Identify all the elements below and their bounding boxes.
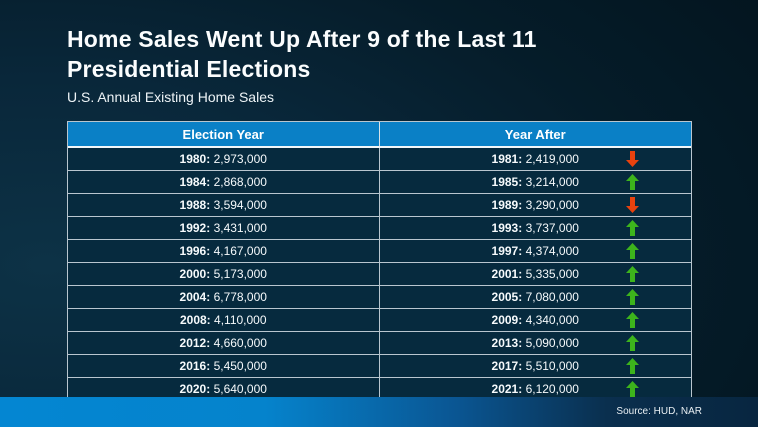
year-after-cell: 2013: 5,090,000 <box>380 332 692 354</box>
year-after-label: 2009: <box>491 313 523 327</box>
year-after-sales-value: 5,510,000 <box>522 359 579 373</box>
year-after-sales-value: 3,214,000 <box>522 175 579 189</box>
year-after-cell: 2001: 5,335,000 <box>380 263 692 285</box>
year-after-sales-value: 7,080,000 <box>522 290 579 304</box>
year-after-cell: 2017: 5,510,000 <box>380 355 692 377</box>
table-row: 2020: 5,640,000 2021: 6,120,000 <box>68 377 691 400</box>
election-year-sales-value: 3,594,000 <box>210 198 267 212</box>
footer-bar: Source: HUD, NAR <box>0 397 758 427</box>
table-body: 1980: 2,973,000 1981: 2,419,000 1984: 2,… <box>68 148 691 400</box>
election-year-sales-value: 3,431,000 <box>210 221 267 235</box>
year-after-label: 1989: <box>491 198 523 212</box>
up-arrow-icon <box>626 243 639 259</box>
page-title: Home Sales Went Up After 9 of the Last 1… <box>67 24 537 84</box>
election-year-sales-value: 2,973,000 <box>210 152 267 166</box>
election-year-label: 2004: <box>179 290 211 304</box>
election-year-label: 1984: <box>179 175 211 189</box>
year-after-sales-value: 6,120,000 <box>522 382 579 396</box>
year-after-cell: 2009: 4,340,000 <box>380 309 692 331</box>
up-arrow-icon <box>626 220 639 236</box>
page-title-line2: Presidential Elections <box>67 56 311 82</box>
year-after-sales-value: 3,290,000 <box>522 198 579 212</box>
election-year-cell: 2004: 6,778,000 <box>68 286 380 308</box>
year-after-label: 1997: <box>491 244 523 258</box>
election-year-cell: 2020: 5,640,000 <box>68 378 380 400</box>
up-arrow-icon <box>626 358 639 374</box>
election-year-sales-value: 4,110,000 <box>210 313 267 327</box>
year-after-cell: 2005: 7,080,000 <box>380 286 692 308</box>
election-year-cell: 1980: 2,973,000 <box>68 148 380 170</box>
election-year-sales-value: 4,167,000 <box>210 244 267 258</box>
home-sales-table: Election Year Year After 1980: 2,973,000… <box>67 121 692 401</box>
election-year-cell: 2000: 5,173,000 <box>68 263 380 285</box>
up-arrow-icon <box>626 289 639 305</box>
up-arrow-icon <box>626 381 639 397</box>
year-after-label: 1981: <box>491 152 523 166</box>
election-year-cell: 1996: 4,167,000 <box>68 240 380 262</box>
election-year-cell: 1992: 3,431,000 <box>68 217 380 239</box>
year-after-label: 2001: <box>491 267 523 281</box>
election-year-sales-value: 5,640,000 <box>210 382 267 396</box>
year-after-label: 2005: <box>491 290 523 304</box>
election-year-sales-value: 5,173,000 <box>210 267 267 281</box>
election-year-cell: 2012: 4,660,000 <box>68 332 380 354</box>
election-year-label: 1992: <box>179 221 211 235</box>
election-year-label: 2016: <box>179 359 211 373</box>
table-row: 2012: 4,660,000 2013: 5,090,000 <box>68 331 691 354</box>
election-year-label: 2012: <box>179 336 211 350</box>
column-header-election-year: Election Year <box>68 122 380 146</box>
year-after-cell: 1985: 3,214,000 <box>380 171 692 193</box>
year-after-sales-value: 4,340,000 <box>522 313 579 327</box>
table-row: 2000: 5,173,000 2001: 5,335,000 <box>68 262 691 285</box>
election-year-cell: 2008: 4,110,000 <box>68 309 380 331</box>
year-after-cell: 1993: 3,737,000 <box>380 217 692 239</box>
year-after-cell: 2021: 6,120,000 <box>380 378 692 400</box>
year-after-label: 2017: <box>491 359 523 373</box>
year-after-sales-value: 4,374,000 <box>522 244 579 258</box>
election-year-sales-value: 5,450,000 <box>210 359 267 373</box>
year-after-cell: 1989: 3,290,000 <box>380 194 692 216</box>
election-year-label: 2000: <box>179 267 211 281</box>
table-row: 1996: 4,167,000 1997: 4,374,000 <box>68 239 691 262</box>
down-arrow-icon <box>626 151 639 167</box>
year-after-sales-value: 5,335,000 <box>522 267 579 281</box>
up-arrow-icon <box>626 335 639 351</box>
year-after-label: 1993: <box>491 221 523 235</box>
table-row: 2004: 6,778,000 2005: 7,080,000 <box>68 285 691 308</box>
year-after-sales-value: 3,737,000 <box>522 221 579 235</box>
page-title-line1: Home Sales Went Up After 9 of the Last 1… <box>67 26 537 52</box>
table-row: 1984: 2,868,000 1985: 3,214,000 <box>68 170 691 193</box>
year-after-label: 2021: <box>491 382 523 396</box>
election-year-label: 1996: <box>179 244 211 258</box>
election-year-label: 2020: <box>179 382 211 396</box>
election-year-label: 2008: <box>179 313 211 327</box>
column-header-year-after: Year After <box>504 126 566 142</box>
year-after-sales-value: 2,419,000 <box>522 152 579 166</box>
election-year-label: 1980: <box>179 152 211 166</box>
down-arrow-icon <box>626 197 639 213</box>
election-year-sales-value: 6,778,000 <box>210 290 267 304</box>
up-arrow-icon <box>626 312 639 328</box>
page-subtitle: U.S. Annual Existing Home Sales <box>67 89 274 105</box>
election-year-cell: 1988: 3,594,000 <box>68 194 380 216</box>
election-year-sales-value: 2,868,000 <box>210 175 267 189</box>
election-year-cell: 2016: 5,450,000 <box>68 355 380 377</box>
election-year-sales-value: 4,660,000 <box>210 336 267 350</box>
source-credit: Source: HUD, NAR <box>616 406 702 417</box>
table-header-row: Election Year Year After <box>68 122 691 148</box>
table-row: 2016: 5,450,000 2017: 5,510,000 <box>68 354 691 377</box>
year-after-label: 2013: <box>491 336 523 350</box>
election-year-label: 1988: <box>179 198 211 212</box>
up-arrow-icon <box>626 174 639 190</box>
election-year-cell: 1984: 2,868,000 <box>68 171 380 193</box>
year-after-cell: 1981: 2,419,000 <box>380 148 692 170</box>
table-row: 1988: 3,594,000 1989: 3,290,000 <box>68 193 691 216</box>
up-arrow-icon <box>626 266 639 282</box>
year-after-sales-value: 5,090,000 <box>522 336 579 350</box>
year-after-label: 1985: <box>491 175 523 189</box>
table-row: 1992: 3,431,000 1993: 3,737,000 <box>68 216 691 239</box>
table-row: 1980: 2,973,000 1981: 2,419,000 <box>68 148 691 170</box>
year-after-cell: 1997: 4,374,000 <box>380 240 692 262</box>
table-row: 2008: 4,110,000 2009: 4,340,000 <box>68 308 691 331</box>
